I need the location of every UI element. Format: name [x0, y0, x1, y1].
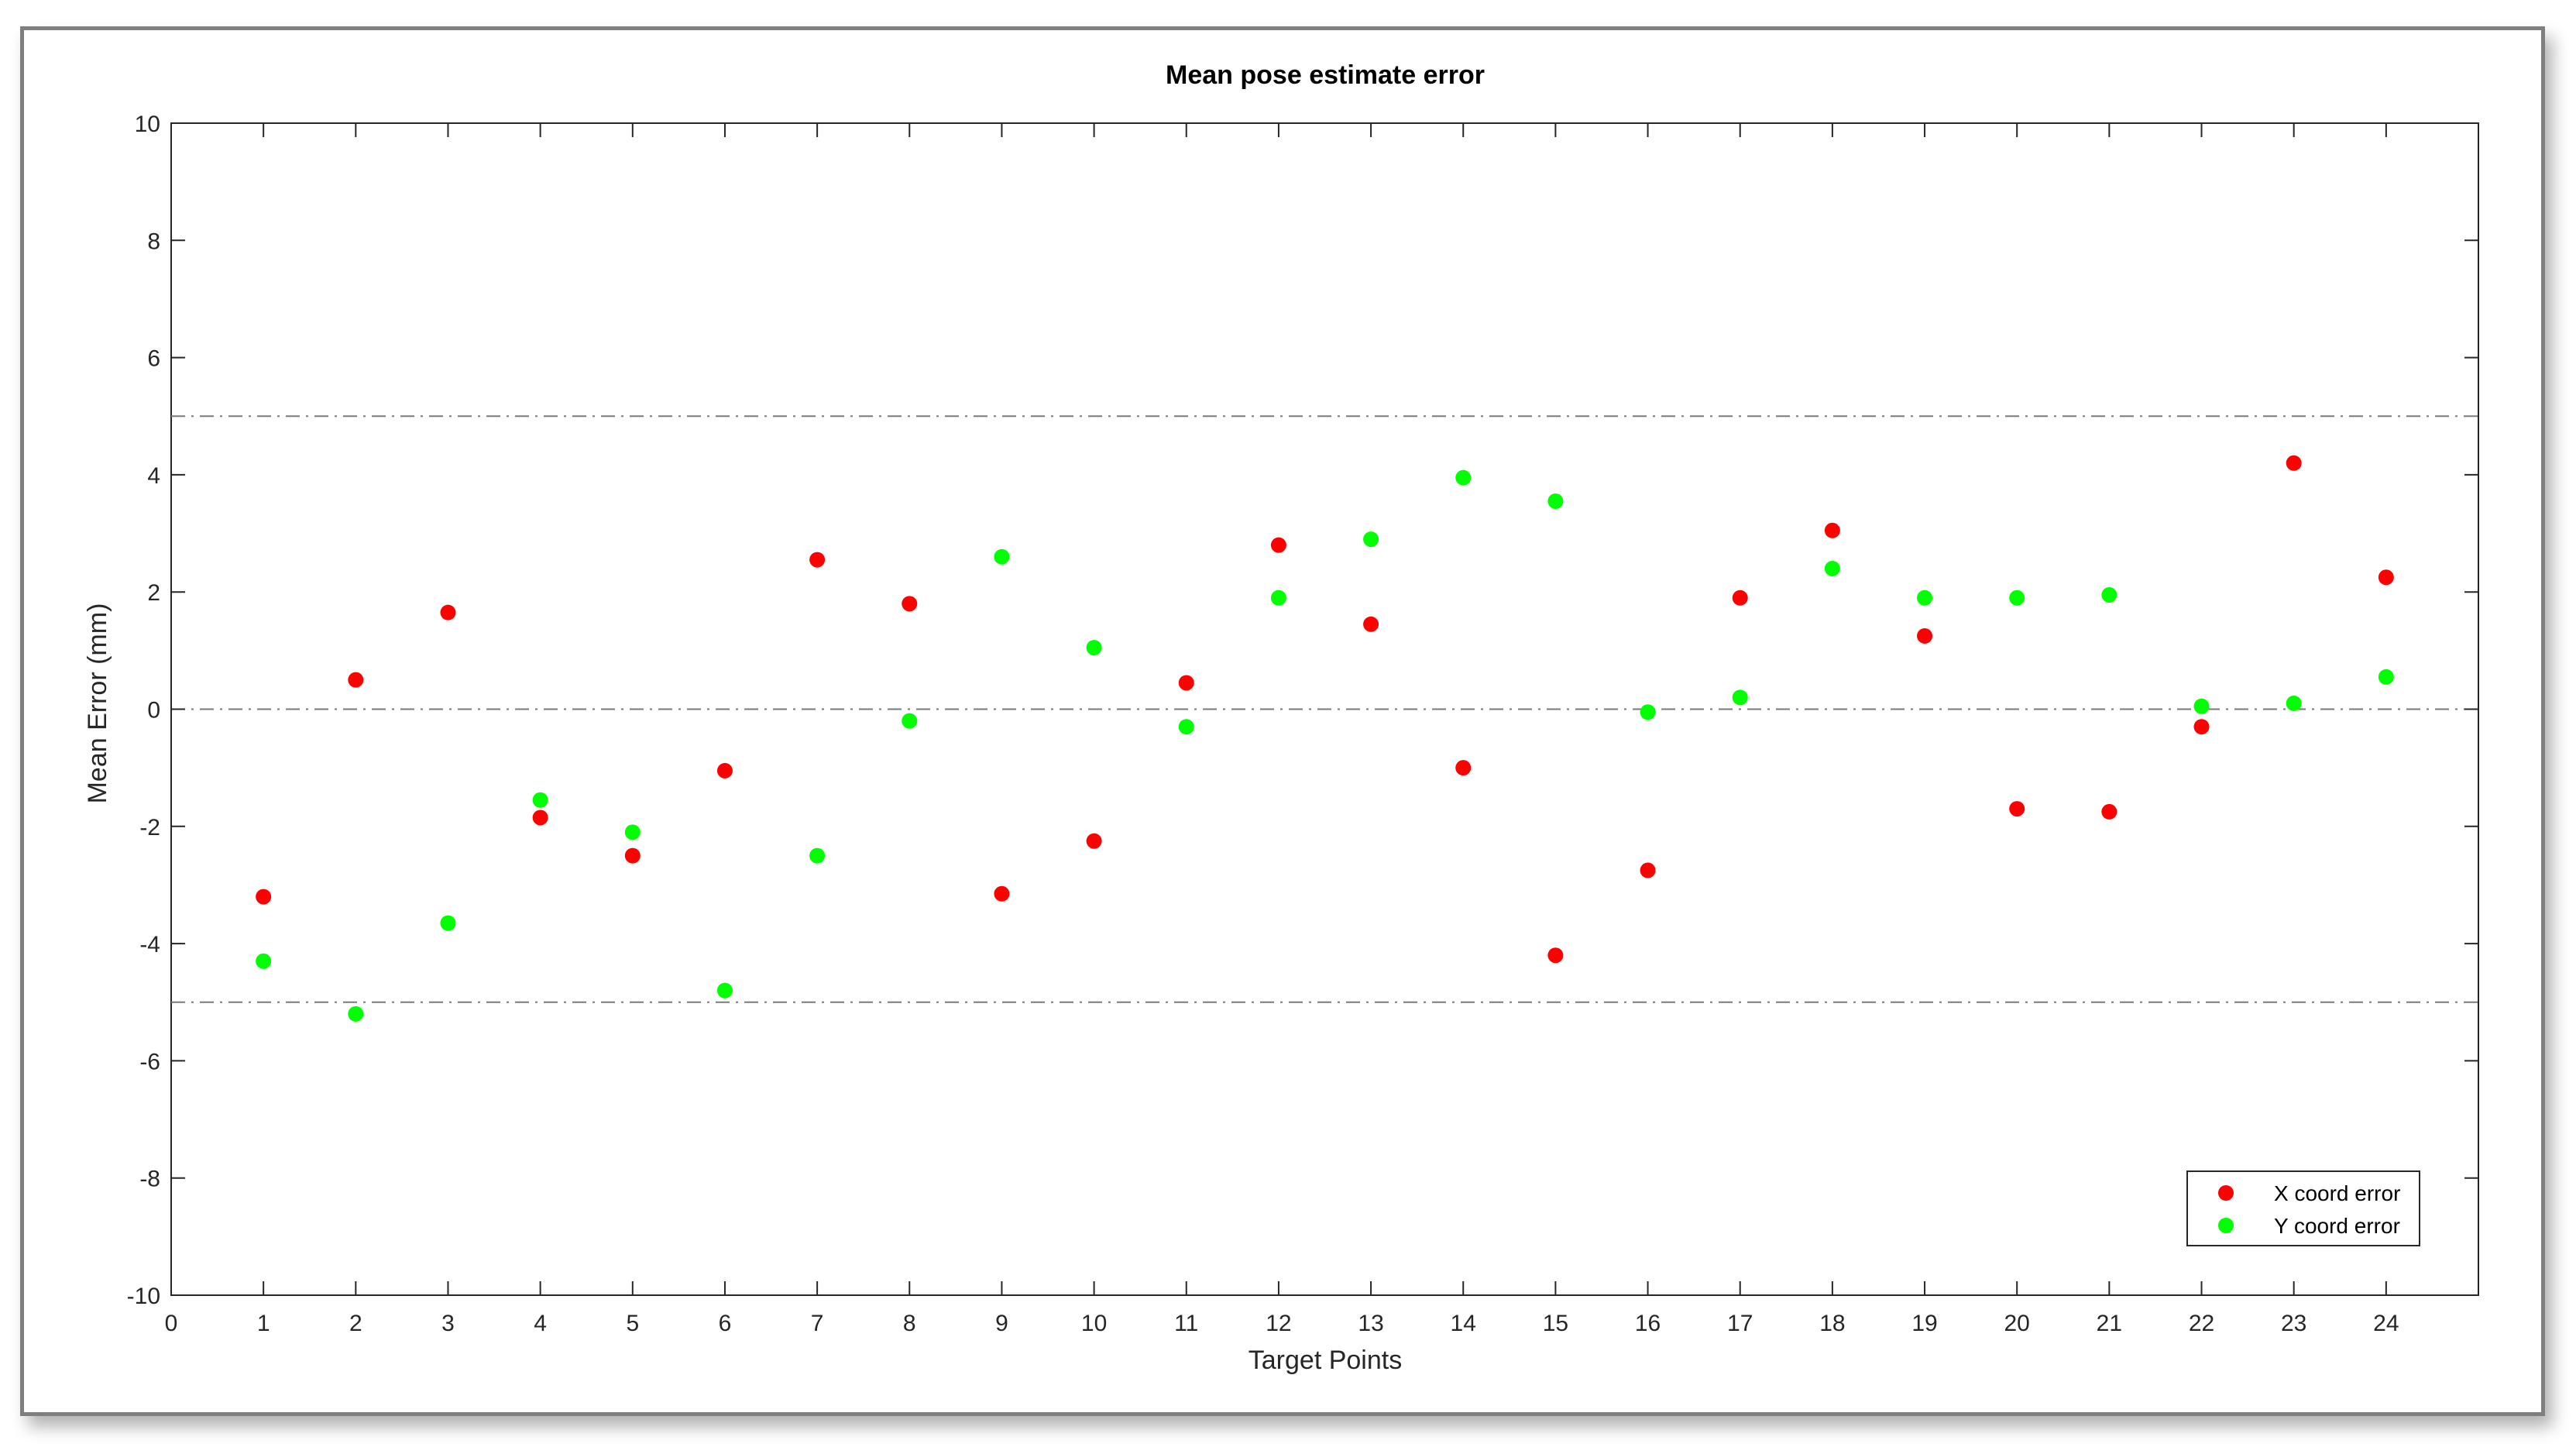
data-point [1917, 590, 1933, 606]
y-axis-title: Mean Error (mm) [83, 603, 112, 804]
data-point [2193, 698, 2210, 714]
y-tick-label: 10 [135, 112, 160, 137]
x-tick-label: 11 [1174, 1311, 1198, 1336]
x-tick-label: 8 [903, 1311, 916, 1336]
x-tick-label: 6 [719, 1311, 732, 1336]
data-point [994, 885, 1010, 902]
data-point [1732, 689, 1748, 706]
x-tick-label: 1 [257, 1311, 270, 1336]
data-point [716, 982, 733, 999]
data-point [256, 889, 272, 905]
data-point [1086, 833, 1102, 849]
x-tick-label: 3 [441, 1311, 455, 1336]
data-point [809, 552, 826, 568]
x-tick-label: 24 [2373, 1311, 2399, 1336]
x-axis-title: Target Points [1249, 1346, 1402, 1375]
x-tick-label: 21 [2097, 1311, 2122, 1336]
x-tick-label: 22 [2189, 1311, 2214, 1336]
data-point [1824, 522, 1840, 538]
data-point [2286, 455, 2302, 471]
data-point [624, 847, 641, 864]
y-tick-label: 4 [147, 463, 160, 489]
y-tick-label: 6 [147, 346, 160, 372]
x-tick-label: 17 [1727, 1311, 1753, 1336]
y-tick-label: -10 [127, 1284, 160, 1309]
data-point [348, 1005, 364, 1022]
x-tick-label: 16 [1635, 1311, 1661, 1336]
data-point [2286, 695, 2302, 711]
x-tick-label: 9 [995, 1311, 1008, 1336]
data-point [994, 548, 1010, 565]
x-tick-label: 14 [1451, 1311, 1476, 1336]
x-tick-label: 23 [2281, 1311, 2306, 1336]
x-tick-label: 15 [1543, 1311, 1568, 1336]
data-point [1547, 493, 1564, 509]
data-point [624, 824, 641, 840]
figure-frame [20, 26, 2545, 1416]
data-point [2101, 586, 2117, 603]
data-point [440, 915, 456, 931]
chart-title: Mean pose estimate error [1166, 60, 1485, 90]
y-tick-label: 0 [147, 698, 160, 724]
data-point [256, 953, 272, 969]
data-point [2009, 801, 2025, 817]
data-point [809, 847, 826, 864]
legend-label: X coord error [2274, 1181, 2400, 1205]
data-point [1917, 627, 1933, 644]
data-point [2193, 719, 2210, 735]
data-point [1270, 590, 1286, 606]
data-point [1178, 675, 1194, 691]
data-point [716, 762, 733, 779]
x-tick-label: 18 [1819, 1311, 1845, 1336]
data-point [1547, 947, 1564, 964]
data-point [1178, 719, 1194, 735]
legend-marker [2218, 1185, 2234, 1201]
y-tick-label: -8 [139, 1167, 160, 1192]
data-point [2101, 803, 2117, 820]
data-point [1640, 704, 1656, 720]
data-point [440, 604, 456, 620]
data-point [348, 672, 364, 688]
data-point [1363, 616, 1379, 632]
x-tick-label: 10 [1081, 1311, 1107, 1336]
x-tick-label: 2 [349, 1311, 362, 1336]
legend-label: Y coord error [2274, 1214, 2400, 1238]
x-tick-label: 5 [626, 1311, 639, 1336]
x-tick-label: 12 [1266, 1311, 1291, 1336]
x-tick-label: 19 [1911, 1311, 1937, 1336]
data-point [2378, 569, 2394, 586]
data-point [1824, 560, 1840, 576]
data-point [1270, 537, 1286, 553]
y-tick-label: -2 [139, 815, 160, 840]
y-tick-label: 8 [147, 229, 160, 254]
x-tick-label: 20 [2004, 1311, 2030, 1336]
y-tick-label: -4 [139, 932, 160, 957]
x-tick-label: 13 [1358, 1311, 1383, 1336]
series-y-coord-error [256, 469, 2394, 1022]
data-point [1455, 469, 1472, 486]
data-point [1455, 760, 1472, 776]
x-tick-label: 7 [811, 1311, 824, 1336]
data-point [1363, 531, 1379, 548]
legend: X coord error Y coord error [2186, 1170, 2420, 1246]
data-point [1732, 590, 1748, 606]
data-point [532, 792, 548, 808]
data-point [2378, 669, 2394, 685]
data-point [1086, 640, 1102, 656]
data-point [902, 596, 918, 612]
y-tick-label: 2 [147, 580, 160, 606]
x-tick-label: 4 [534, 1311, 547, 1336]
data-point [532, 809, 548, 826]
data-point [902, 713, 918, 729]
y-tick-label: -6 [139, 1049, 160, 1074]
data-point [1640, 862, 1656, 878]
series-x-coord-error [256, 455, 2394, 964]
data-point [2009, 590, 2025, 606]
legend-marker [2218, 1218, 2234, 1233]
x-tick-label: 0 [165, 1311, 178, 1336]
